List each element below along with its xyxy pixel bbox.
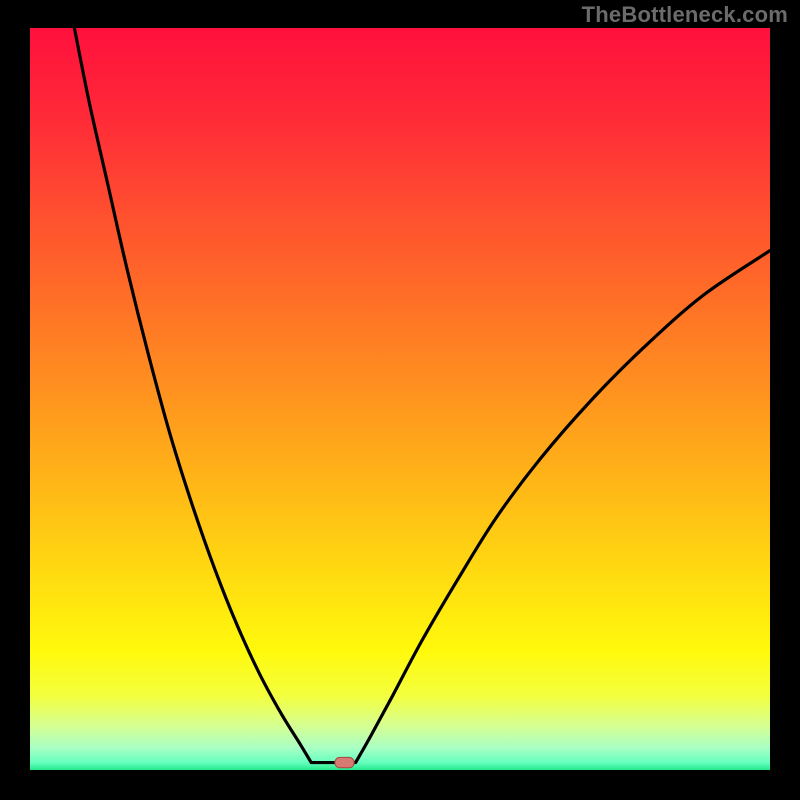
- plot-gradient-area: [30, 28, 770, 770]
- bottleneck-chart: [0, 0, 800, 800]
- valley-marker: [335, 757, 354, 767]
- watermark-text: TheBottleneck.com: [582, 2, 788, 28]
